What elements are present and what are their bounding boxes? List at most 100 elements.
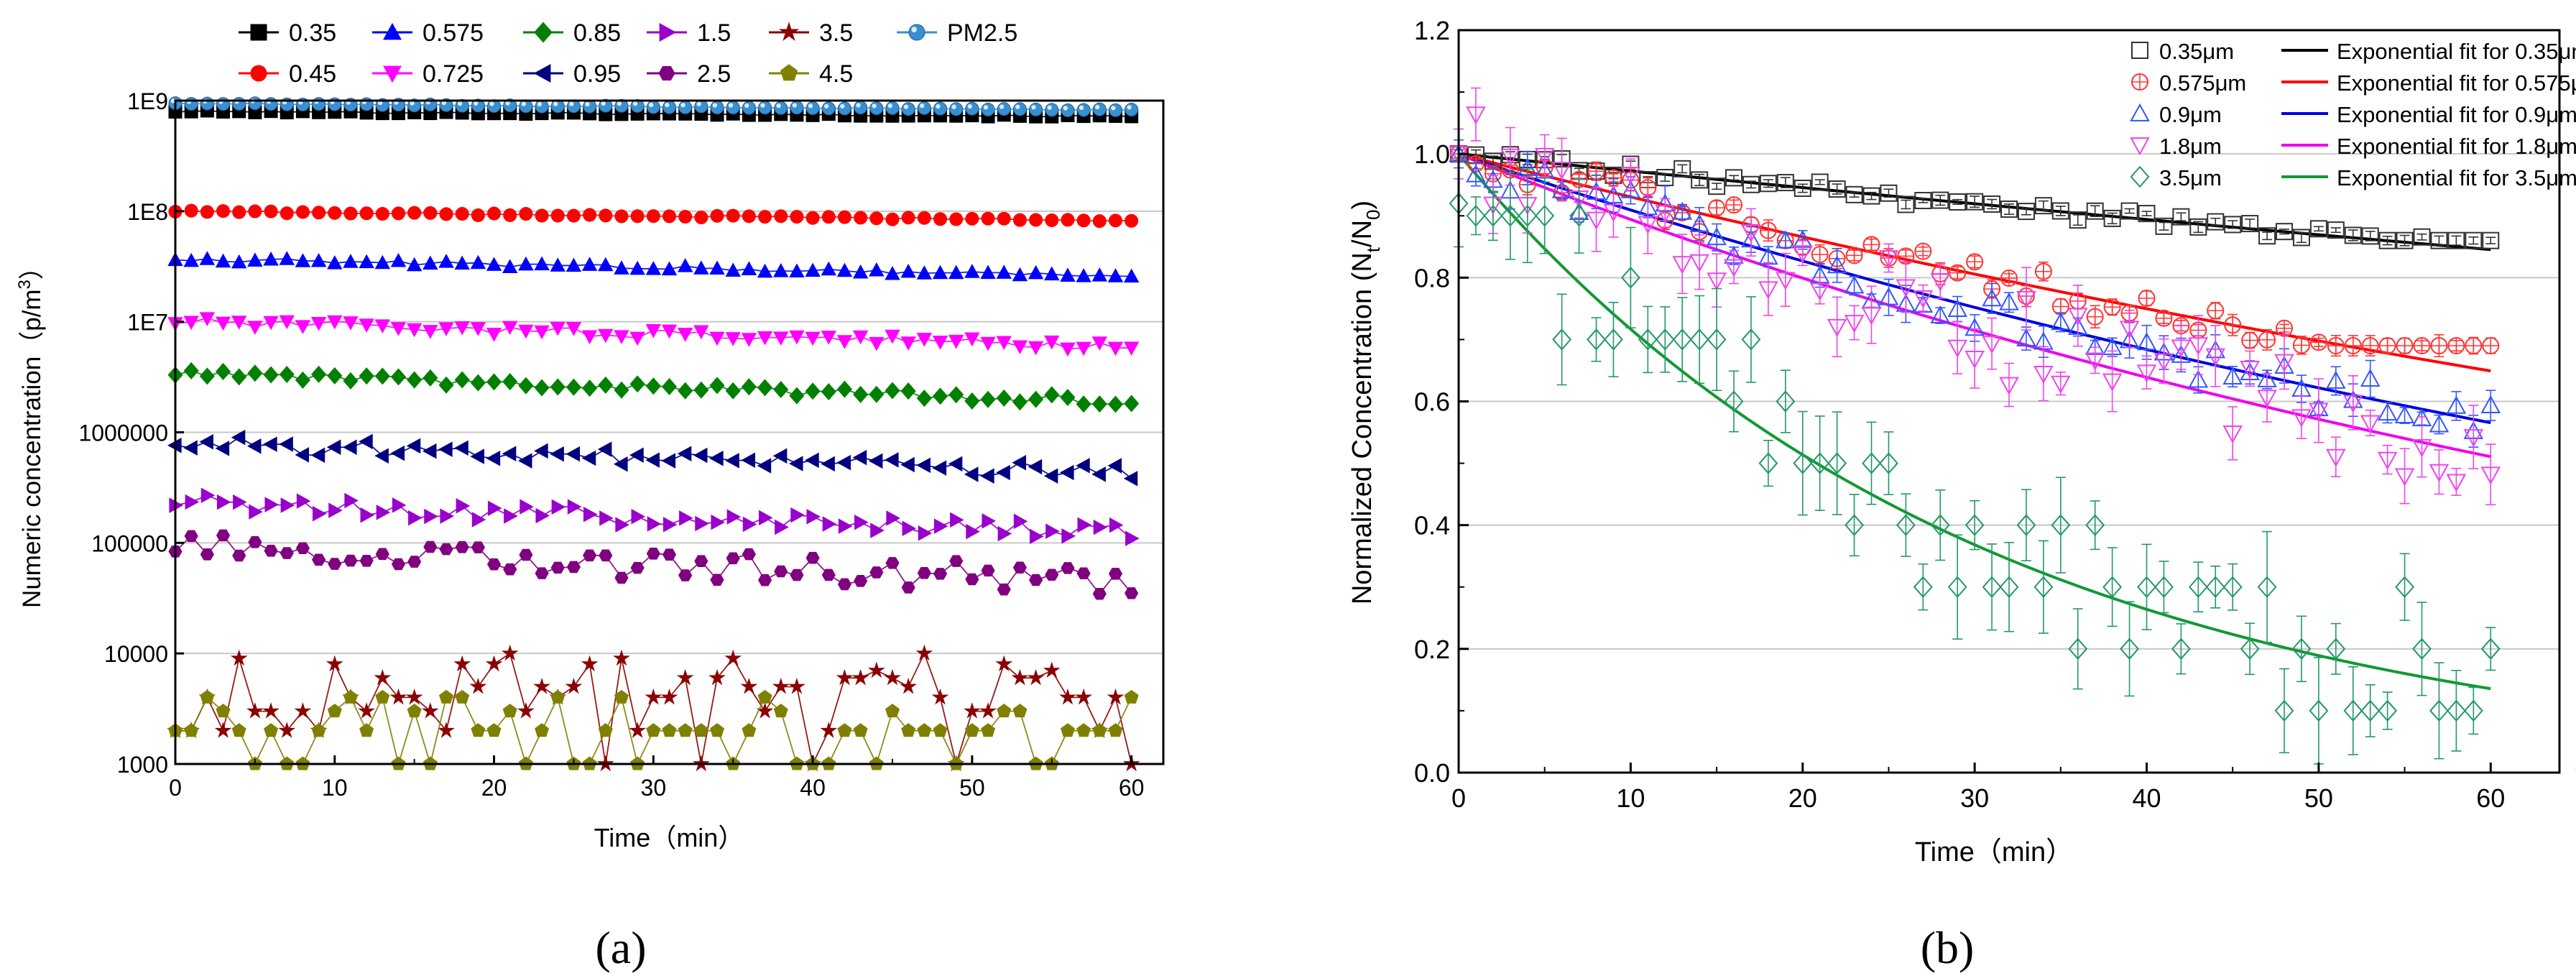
- panel-b-point-0.9μm: [1620, 180, 1641, 198]
- panel-a-point-0.45: [774, 209, 788, 224]
- panel-a-point-0.45: [200, 205, 214, 219]
- panel-a-point-2.5: [1012, 561, 1027, 574]
- panel-a-legend-marker: [778, 22, 800, 42]
- panel-a-point-0.95: [231, 429, 246, 446]
- panel-a-point-0.725: [964, 332, 980, 346]
- panel-b-point-0.35μm: [1880, 184, 1898, 202]
- panel-a-point-2.5: [280, 547, 294, 559]
- panel-b-point-0.35μm: [2155, 217, 2173, 235]
- panel-a-point-3.5: [931, 688, 949, 705]
- panel-b-point-3.5μm: [1689, 328, 1709, 351]
- panel-a-point-0.575: [709, 260, 725, 275]
- panel-b-point-0.575μm: [2155, 309, 2173, 327]
- panel-a-point-3.5: [772, 678, 790, 694]
- panel-b-legend-label: 0.9μm: [2159, 102, 2222, 127]
- panel-a-point-4.5: [710, 723, 725, 737]
- panel-b-point-0.575μm: [2361, 337, 2379, 355]
- panel-a-point-PM2.5-shine: [792, 103, 797, 108]
- panel-a-point-PM2.5: [678, 100, 693, 114]
- panel-a-legend-entry-2.5: 2.5: [647, 60, 731, 88]
- panel-a-point-0.725: [406, 323, 423, 338]
- panel-a-point-1.5: [583, 506, 598, 522]
- panel-a-point-4.5: [598, 723, 613, 737]
- panel-b-point-0.35μm: [1691, 171, 1709, 189]
- panel-a-point-PM2.5: [885, 101, 900, 115]
- panel-a-point-1.5: [296, 493, 311, 509]
- panel-b-point-3.5μm: [2309, 699, 2329, 722]
- panel-a-point-0.85: [438, 376, 454, 394]
- panel-a-point-2.5: [694, 555, 708, 568]
- panel-a-point-PM2.5-body: [742, 101, 756, 115]
- panel-a-point-0.725: [343, 316, 359, 331]
- panel-a-point-PM2.5-shine: [1031, 105, 1036, 110]
- panel-b-point-1.8μm: [1655, 205, 1676, 224]
- panel-a-point-0.725: [645, 324, 662, 339]
- panel-a-point-3.5: [867, 661, 885, 678]
- panel-a-point-4.5: [439, 689, 454, 704]
- panel-a-legend-marker: [908, 24, 925, 41]
- panel-a-point-0.95: [390, 445, 405, 461]
- panel-a-point-4.5: [981, 723, 996, 737]
- panel-a-point-PM2.5-shine: [553, 101, 558, 106]
- panel-a-point-PM2.5-body: [519, 99, 533, 114]
- panel-a-legend-entry-0.35: 0.35: [239, 19, 336, 47]
- panel-a-point-PM2.5-shine: [728, 103, 734, 108]
- panel-a-point-0.85: [773, 381, 789, 399]
- panel-a-x-axis-label: Time（min）: [594, 823, 744, 852]
- panel-a-x-tick-label: 40: [800, 775, 826, 801]
- panel-a-point-0.95: [263, 436, 277, 452]
- panel-a-point-2.5: [439, 543, 453, 556]
- panel-b-point-3.5μm: [2205, 576, 2225, 599]
- panel-b-point-0.575μm: [2034, 262, 2052, 280]
- panel-a-point-0.95: [916, 457, 931, 474]
- panel-a-point-0.575: [438, 254, 454, 268]
- panel-a-point-4.5: [455, 689, 470, 704]
- panel-a-point-0.45: [423, 206, 438, 220]
- panel-a-point-PM2.5: [599, 98, 613, 113]
- panel-a-point-PM2.5: [535, 99, 549, 114]
- panel-a-point-1.5: [328, 502, 343, 518]
- panel-a-point-PM2.5-shine: [823, 103, 829, 109]
- panel-a-legend-entry-1.5: 1.5: [647, 19, 731, 47]
- panel-a-point-0.95: [422, 443, 437, 459]
- panel-a-point-0.575: [565, 257, 582, 272]
- panel-a-point-0.85: [1076, 395, 1091, 413]
- panel-a-point-0.85: [183, 362, 199, 379]
- panel-a-legend-marker: [534, 22, 553, 43]
- panel-a-point-2.5: [535, 567, 549, 579]
- panel-a-point-PM2.5: [248, 96, 262, 111]
- panel-a-point-3.5: [820, 722, 838, 738]
- panel-a-point-3.5: [836, 668, 854, 686]
- panel-b-legend-label: 0.575μm: [2159, 70, 2246, 96]
- panel-a-point-0.95: [246, 438, 262, 454]
- panel-b-point-3.5μm: [2257, 576, 2277, 599]
- panel-a-legend-entry-0.85: 0.85: [523, 19, 621, 47]
- panel-a-point-0.85: [327, 367, 343, 385]
- panel-a-point-0.95: [359, 433, 373, 450]
- panel-b-series-0.9μm: [1449, 139, 2501, 448]
- panel-a-point-4.5: [1012, 704, 1028, 718]
- panel-b-point-1.8μm: [1724, 259, 1744, 277]
- panel-b-point-1.8μm: [2342, 395, 2363, 413]
- panel-a-point-1.5: [647, 516, 662, 532]
- panel-a-point-0.95: [279, 436, 293, 452]
- panel-b-point-3.5μm: [2102, 576, 2123, 599]
- panel-a-point-0.45: [328, 206, 342, 220]
- panel-a-point-3.5: [915, 644, 933, 661]
- panel-a-point-0.85: [582, 379, 598, 397]
- panel-a-point-0.85: [1012, 393, 1028, 411]
- panel-a-point-0.725: [932, 336, 948, 350]
- panel-a-point-0.725: [470, 322, 486, 336]
- panel-a-y-tick-label: 1E7: [127, 310, 168, 336]
- panel-a-legend-label: 2.5: [697, 60, 731, 88]
- panel-a-legend-label: 4.5: [819, 60, 853, 88]
- panel-a-point-0.725: [900, 336, 916, 351]
- panel-a-point-3.5: [326, 655, 343, 672]
- panel-a-x-tick-label: 60: [1119, 775, 1145, 801]
- panel-b-point-0.35μm: [2241, 215, 2259, 233]
- panel-a-point-0.85: [518, 377, 534, 395]
- panel-a-point-PM2.5-body: [535, 99, 549, 114]
- panel-b-point-1.8μm: [2291, 409, 2312, 428]
- panel-a-point-1.5: [456, 498, 471, 514]
- panel-a-point-PM2.5-body: [583, 99, 597, 114]
